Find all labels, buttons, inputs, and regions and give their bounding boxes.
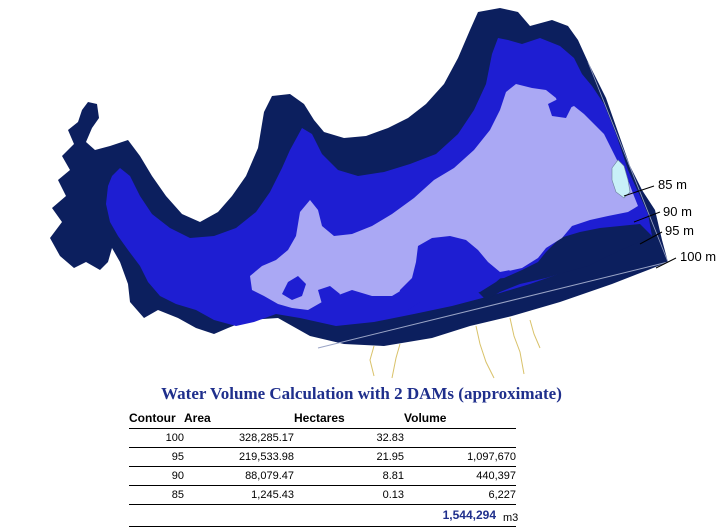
cell-volume xyxy=(404,428,516,448)
cell-area: 1,245.43 xyxy=(184,485,294,505)
contour-label-100: 100 m xyxy=(680,249,717,264)
cell-hectares: 8.81 xyxy=(294,466,404,486)
header-contour: Contour xyxy=(129,410,184,429)
cell-contour: 85 xyxy=(129,485,184,505)
cell-contour: 95 xyxy=(129,447,184,467)
total-row: 1,544,294 xyxy=(129,504,516,527)
cell-hectares: 32.83 xyxy=(294,428,404,448)
contour-label-leaders xyxy=(623,185,677,269)
header-volume: Volume xyxy=(404,410,516,429)
total-volume: 1,544,294 xyxy=(442,508,496,522)
cell-hectares: 21.95 xyxy=(294,447,404,467)
reservoir-map xyxy=(50,8,677,379)
table-row: 100 328,285.17 32.83 xyxy=(129,428,516,448)
contour-label-95: 95 m xyxy=(665,223,694,238)
dam-line-east xyxy=(587,61,669,263)
cell-volume: 6,227 xyxy=(404,485,516,505)
table-header-row: Contour Area Hectares Volume xyxy=(129,410,516,429)
header-area: Area xyxy=(184,410,294,429)
cell-area: 328,285.17 xyxy=(184,428,294,448)
table-title: Water Volume Calculation with 2 DAMs (ap… xyxy=(161,384,562,403)
contour-95-bay-north xyxy=(548,98,572,118)
cell-area: 219,533.98 xyxy=(184,447,294,467)
dam-line xyxy=(317,261,669,349)
table-row: 85 1,245.43 0.13 6,227 xyxy=(129,485,516,505)
contour-85-area xyxy=(611,159,631,199)
total-unit: m3 xyxy=(503,512,519,524)
cell-contour: 100 xyxy=(129,428,184,448)
contour-100-inlet xyxy=(476,224,652,300)
stream-lines xyxy=(369,317,541,379)
volume-table: Contour Area Hectares Volume 100 328,285… xyxy=(129,410,516,505)
cell-area: 88,079.47 xyxy=(184,466,294,486)
contour-95-island-west xyxy=(282,276,340,304)
cell-hectares: 0.13 xyxy=(294,485,404,505)
contour-label-85: 85 m xyxy=(658,177,687,192)
cell-volume: 1,097,670 xyxy=(404,447,516,467)
header-hectares: Hectares xyxy=(294,410,404,429)
contour-95-island-east xyxy=(396,236,510,310)
table-row: 90 88,079.47 8.81 440,397 xyxy=(129,466,516,486)
table-row: 95 219,533.98 21.95 1,097,670 xyxy=(129,447,516,467)
contour-90-area xyxy=(250,84,638,310)
contour-label-90: 90 m xyxy=(663,204,692,219)
cell-contour: 90 xyxy=(129,466,184,486)
cell-volume: 440,397 xyxy=(404,466,516,486)
